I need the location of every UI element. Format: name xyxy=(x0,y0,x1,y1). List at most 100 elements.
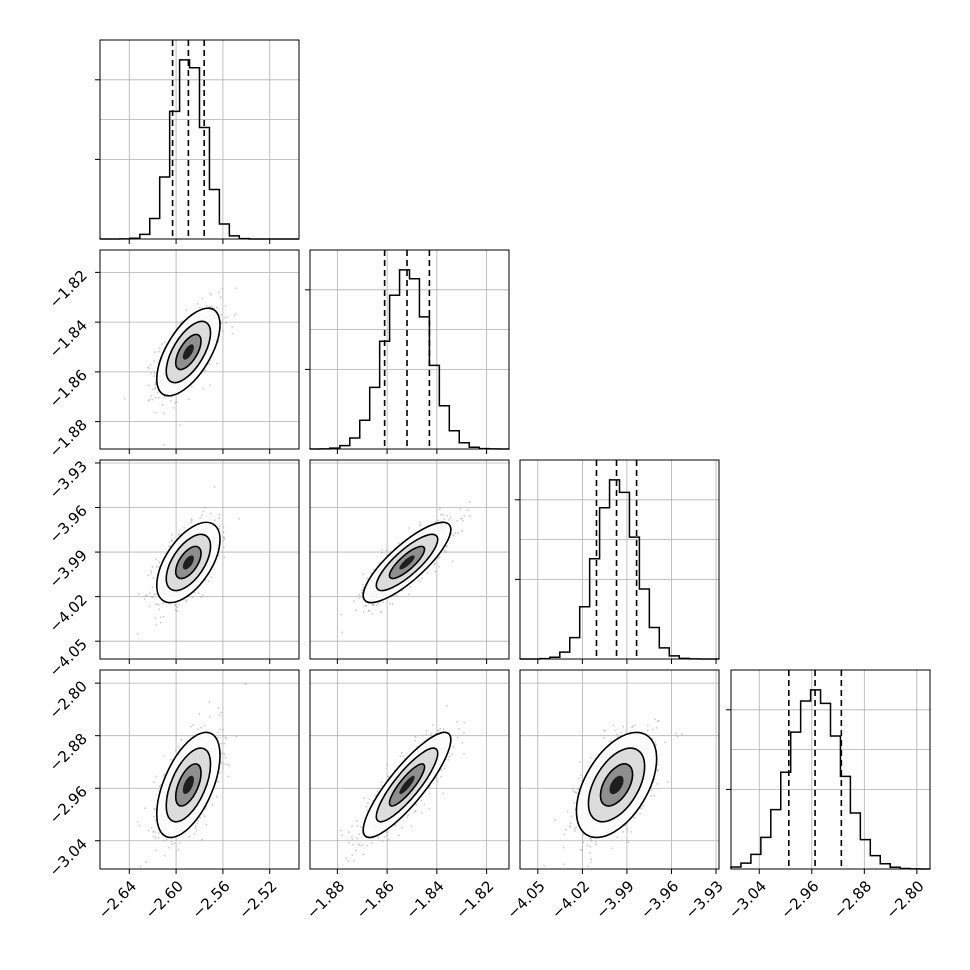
sample-point xyxy=(448,518,450,521)
sample-point xyxy=(428,792,431,795)
sample-point xyxy=(154,351,157,353)
sample-point xyxy=(389,602,391,605)
sample-point xyxy=(154,396,157,399)
sample-point xyxy=(361,589,364,592)
sample-point xyxy=(195,829,198,832)
x-tick-label: −1.84 xyxy=(402,877,447,922)
sample-point xyxy=(353,600,355,603)
sample-point xyxy=(150,372,152,375)
sample-point xyxy=(151,398,154,401)
sample-point xyxy=(433,563,436,566)
sample-point xyxy=(222,767,224,769)
sample-point xyxy=(576,792,579,795)
sample-point xyxy=(401,826,403,829)
sample-point xyxy=(193,832,196,835)
sample-point xyxy=(176,606,179,608)
sample-point xyxy=(179,424,182,426)
sample-point xyxy=(410,825,413,828)
sample-point xyxy=(220,313,223,316)
x-tick-label: −2.60 xyxy=(142,877,187,922)
sample-point xyxy=(146,366,149,369)
sample-point xyxy=(646,729,649,732)
sample-point xyxy=(169,758,172,761)
sample-point xyxy=(654,741,657,744)
sample-point xyxy=(371,613,373,615)
sample-point xyxy=(157,396,160,399)
panel-frame xyxy=(519,669,720,870)
sample-point xyxy=(216,362,218,365)
sample-point xyxy=(367,802,369,804)
sample-point xyxy=(211,803,214,806)
y-tick-label: −3.04 xyxy=(46,835,91,880)
sample-point xyxy=(409,586,412,588)
sample-point xyxy=(209,512,212,515)
sample-point xyxy=(421,577,423,580)
sample-point xyxy=(355,609,357,612)
sample-point xyxy=(161,403,164,406)
sample-point xyxy=(456,519,459,522)
sample-point xyxy=(152,830,154,833)
sample-point xyxy=(223,742,226,745)
sample-point xyxy=(653,794,656,797)
panel-frame xyxy=(99,459,300,660)
sample-point xyxy=(154,836,157,839)
sample-point xyxy=(209,716,211,718)
sample-point xyxy=(204,815,206,818)
sample-point xyxy=(380,781,383,784)
sample-point xyxy=(231,332,234,335)
x-tick-label: −3.93 xyxy=(682,877,727,922)
sample-point xyxy=(666,781,669,783)
sample-point xyxy=(201,297,204,300)
panel-1-0 xyxy=(95,249,300,454)
x-tick-label: −3.99 xyxy=(593,877,638,922)
sample-point xyxy=(158,785,161,788)
sample-point xyxy=(361,843,364,846)
sample-point xyxy=(358,597,361,599)
sample-point xyxy=(387,775,390,778)
sample-point xyxy=(579,848,582,851)
sample-point xyxy=(197,592,200,594)
sample-point xyxy=(400,751,403,754)
sample-point xyxy=(640,807,643,810)
sample-point xyxy=(163,773,166,776)
sample-point xyxy=(204,369,207,372)
sample-point xyxy=(595,843,597,846)
sample-point xyxy=(217,731,219,734)
sample-point xyxy=(202,510,205,513)
sample-point xyxy=(159,616,162,619)
sample-point xyxy=(231,326,234,328)
sample-point xyxy=(224,304,227,307)
sample-point xyxy=(151,565,154,568)
density-contours xyxy=(155,521,221,604)
sample-point xyxy=(377,561,380,564)
sample-point xyxy=(204,506,207,509)
sample-point xyxy=(436,780,439,783)
sample-point xyxy=(150,826,153,829)
sample-point xyxy=(218,714,221,717)
sample-point xyxy=(222,735,225,737)
sample-point xyxy=(192,724,194,726)
sample-point xyxy=(575,826,577,829)
sample-point xyxy=(215,306,218,309)
sample-point xyxy=(446,514,448,517)
sample-point xyxy=(154,831,157,833)
sample-point xyxy=(373,604,375,606)
y-tick-label: −4.05 xyxy=(46,635,91,680)
sample-point xyxy=(577,788,580,790)
sample-point xyxy=(463,721,466,724)
sample-point xyxy=(219,296,222,298)
sample-point xyxy=(190,521,192,524)
sample-point xyxy=(172,407,175,409)
sample-point xyxy=(414,740,416,742)
contour-level xyxy=(399,555,415,570)
x-tick-label: −2.64 xyxy=(95,877,140,922)
sample-point xyxy=(469,515,471,518)
sample-point xyxy=(168,545,170,548)
sample-point xyxy=(573,827,576,830)
sample-point xyxy=(174,750,177,752)
sample-point xyxy=(222,540,225,542)
sample-point xyxy=(573,801,576,804)
x-tick-label: −2.96 xyxy=(777,877,822,922)
sample-point xyxy=(153,375,156,377)
sample-point xyxy=(622,725,625,728)
